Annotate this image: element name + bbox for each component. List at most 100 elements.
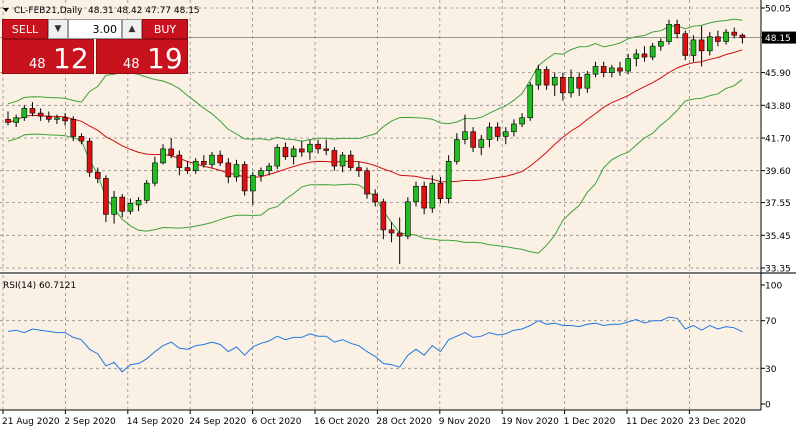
candle-body: [682, 33, 689, 56]
candle-body: [217, 154, 223, 164]
candle: [486, 122, 493, 148]
current-price-label: 48.15: [765, 34, 791, 44]
candle: [54, 114, 60, 124]
time-tick-label: 23 Dec 2020: [688, 417, 746, 427]
candle: [698, 25, 705, 67]
candle: [731, 27, 738, 39]
candle: [111, 190, 117, 224]
candle: [429, 175, 436, 213]
candle-body: [421, 185, 427, 209]
candle: [258, 167, 264, 182]
candle: [241, 161, 248, 196]
candle: [715, 30, 721, 47]
candle-body: [560, 76, 566, 94]
candle: [307, 139, 313, 160]
candle: [633, 49, 640, 67]
candle: [494, 122, 501, 142]
candle-body: [54, 117, 60, 120]
rsi-series-line: [7, 316, 743, 373]
candle-body: [470, 131, 476, 148]
candle: [511, 119, 517, 137]
candle: [609, 64, 615, 78]
price-tick-label: 50.05: [765, 5, 791, 15]
candle: [103, 175, 109, 223]
candle: [62, 113, 68, 126]
time-tick-label: 2 Sep 2020: [64, 417, 116, 427]
price-tick-label: 35.45: [765, 232, 791, 242]
lot-size-input[interactable]: [68, 19, 122, 39]
candle-body: [429, 182, 436, 209]
candle-body: [29, 108, 36, 114]
rsi-title: RSI(14) 60.7121: [3, 281, 76, 291]
candle: [543, 66, 550, 90]
price-tick-label: 37.55: [765, 199, 791, 209]
sell-price-handle: 48: [29, 57, 46, 72]
candle-body: [331, 150, 338, 167]
candle-body: [739, 34, 746, 38]
candle: [437, 176, 444, 204]
candle: [535, 64, 542, 90]
candle: [37, 108, 44, 121]
candle-body: [625, 58, 631, 72]
buy-price-box[interactable]: 48 19: [96, 39, 188, 75]
candle-body: [192, 161, 199, 171]
time-axis-bg: [0, 410, 761, 432]
candle: [78, 133, 85, 145]
time-tick-label: 11 Dec 2020: [626, 417, 684, 427]
candle: [233, 159, 240, 182]
candle: [315, 139, 321, 154]
candle-body: [437, 182, 444, 200]
time-tick-label: 1 Dec 2020: [564, 417, 616, 427]
lot-decrease-button[interactable]: ▼: [48, 19, 68, 39]
candle-body: [405, 201, 411, 237]
candle-body: [78, 136, 85, 142]
candle: [413, 181, 419, 207]
time-tick-label: 16 Oct 2020: [314, 417, 370, 427]
candle: [723, 29, 729, 45]
candle: [347, 150, 354, 171]
candle: [527, 81, 534, 121]
candle-body: [715, 36, 721, 42]
sell-price-pips: 12: [53, 42, 89, 75]
candle: [462, 114, 468, 145]
candle-body: [568, 76, 574, 94]
symbol-title: CL-FEB21,Daily: [14, 6, 83, 16]
candle-body: [511, 123, 517, 133]
candle: [70, 116, 77, 142]
time-tick-label: 28 Oct 2020: [376, 417, 432, 427]
candle: [470, 127, 476, 153]
candle-body: [266, 165, 272, 171]
candle-body: [592, 66, 599, 75]
buy-price-pips: 19: [147, 42, 183, 75]
price-tick-label: 39.60: [765, 167, 791, 177]
candle: [143, 180, 150, 204]
candle: [94, 167, 101, 184]
candle-body: [315, 143, 321, 150]
candle-body: [250, 175, 256, 192]
rsi-line: [7, 316, 743, 373]
candle: [184, 161, 191, 174]
candle-body: [519, 117, 525, 125]
candle-body: [241, 164, 248, 192]
candle-body: [674, 24, 680, 34]
candle-body: [111, 196, 117, 215]
candle: [323, 139, 330, 156]
axis-labels: 50.05 48.15 45.90 43.80 41.70 39.60 37.55 35.45…: [2, 5, 796, 427]
candle: [266, 162, 272, 176]
buy-button[interactable]: BUY: [142, 19, 188, 39]
sell-button[interactable]: SELL: [2, 19, 48, 39]
candle-body: [633, 53, 640, 59]
candle-body: [698, 39, 705, 52]
candle: [674, 19, 680, 39]
sell-price-box[interactable]: 48 12: [2, 39, 94, 75]
candle: [519, 113, 525, 128]
candle-body: [600, 66, 607, 73]
candle-body: [45, 115, 52, 120]
candle: [209, 152, 215, 168]
candle: [86, 138, 93, 177]
lot-increase-button[interactable]: ▲: [122, 19, 142, 39]
candle-body: [21, 108, 28, 119]
candle: [364, 167, 370, 199]
